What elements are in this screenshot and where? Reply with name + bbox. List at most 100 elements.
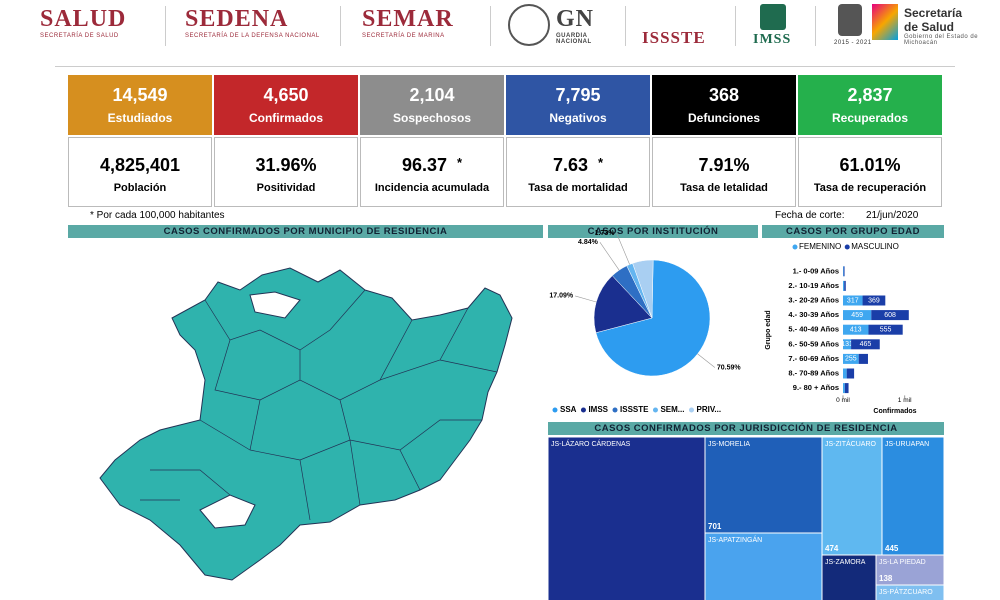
cell-value: 445 (885, 544, 899, 553)
data-label: 369 (868, 297, 880, 304)
header-rule (55, 66, 955, 67)
chart-area: 70.59% 17.09% 4.84% 1.73% SSA IMSS ISSSTE SEM..… (547, 230, 945, 600)
separator (490, 6, 491, 46)
bar-segment (843, 310, 872, 321)
bar-segment (846, 368, 855, 379)
logo: ISSSTE (642, 28, 706, 48)
kpi-value-row: 7.63 * (507, 155, 649, 176)
michoacan-emblem (872, 4, 898, 40)
cell-label: JS-LA PIEDAD (879, 559, 926, 566)
kpi-label: Tasa de mortalidad (528, 182, 628, 194)
legend-label: PRIV... (696, 405, 721, 414)
kpi-value: 96.37 (401, 155, 447, 175)
kpi-value-row: 61.01% (799, 155, 941, 176)
section-title: CASOS POR INSTITUCIÓN (548, 225, 758, 238)
kpi-value: 7.91% (698, 155, 750, 175)
logo: 2015 - 2021 (834, 40, 872, 46)
kpi-value: 7.63 (552, 155, 588, 175)
kpi-label: Sospechosos (392, 111, 472, 125)
imss-emblem (760, 4, 786, 30)
kpi-label: Positividad (256, 182, 316, 194)
data-label: 17.09% (549, 293, 574, 300)
kpi-label: Negativos (549, 111, 607, 125)
cell-label: JS-LÁZARO CÁRDENAS (551, 439, 631, 448)
cell-value: 138 (879, 574, 893, 583)
kpi-label: Incidencia acumulada (374, 182, 490, 194)
kpi-value-row: 7.91% (653, 155, 795, 176)
kpi-card: 4,825,401 Población (68, 137, 212, 207)
map (99, 267, 513, 581)
y-tick-label: 1.- 0-09 Años (793, 266, 839, 275)
kpi-card: 4,650 Confirmados (214, 75, 358, 135)
cell-label: JS-URUAPAN (885, 441, 929, 448)
treemap-cell (881, 436, 945, 556)
data-label: 70.59% (717, 364, 742, 371)
bar-segment (862, 295, 886, 306)
kpi-mark: * (597, 155, 604, 170)
state-emblem (838, 4, 862, 36)
kpi-value: 31.96% (255, 155, 317, 175)
legend-dot (792, 244, 798, 250)
separator (165, 6, 166, 46)
y-tick-label: 4.- 30-39 Años (788, 310, 839, 319)
legend-dot (580, 407, 586, 413)
pie-slice (595, 259, 711, 377)
section-title: CASOS CONFIRMADOS POR JURISDICCIÓN DE RE… (548, 422, 944, 435)
y-tick-label: 5.- 40-49 Años (788, 325, 839, 334)
legend-dot (612, 407, 618, 413)
kpi-value: 61.01% (839, 155, 901, 175)
legend-label: IMSS (588, 405, 608, 414)
kpi-label: Población (113, 182, 167, 194)
logo-sub: SECRETARÍA DE LA DEFENSA NACIONAL (185, 33, 320, 39)
leader-line (599, 242, 620, 271)
bar-segment (868, 324, 903, 335)
cell-value: 701 (708, 522, 722, 531)
kpi-value-row: 96.37 * (361, 155, 503, 176)
leader-line (697, 353, 716, 368)
cell-label: JS-APATZINGÁN (708, 535, 762, 544)
kpi-card: 7.63 * Tasa de mortalidad (506, 137, 650, 207)
logo: Secretaría de Salud Gobierno del Estado d… (904, 6, 994, 46)
logo-name: ISSSTE (642, 28, 706, 47)
logo-name: SEMAR (362, 6, 454, 32)
logo-sub: SECRETARÍA DE SALUD (40, 33, 119, 39)
x-axis-title: Confirmados (873, 408, 916, 415)
bar-segment (844, 280, 846, 291)
kpi-card: 2,837 Recuperados (798, 75, 942, 135)
logo-sub: GUARDIA NACIONAL (556, 33, 592, 45)
separator (735, 6, 736, 46)
legend-label: SSA (560, 405, 577, 414)
data-label: 608 (884, 312, 896, 319)
y-tick-label: 6.- 50-59 Años (788, 339, 839, 348)
data-label: 131 (841, 341, 853, 348)
bar-segment (843, 266, 845, 277)
bar-segment (843, 339, 852, 350)
legend-dot (552, 407, 558, 413)
bar-segment (843, 266, 844, 277)
logo-name: GN (556, 6, 594, 32)
map-borders (140, 289, 498, 521)
map-lake (199, 494, 256, 529)
kpi-mark: * (456, 155, 463, 170)
kpi-value: 4,650 (263, 85, 309, 105)
kpi-card: 368 Defunciones (652, 75, 796, 135)
kpi-value: 2,837 (847, 85, 893, 105)
data-label: 4.84% (578, 239, 599, 246)
logo-name: SALUD (40, 6, 127, 32)
data-label: 1.73% (595, 230, 616, 237)
legend-label: SEM... (660, 405, 684, 414)
data-label: 465 (860, 341, 872, 348)
cutoff-label: Fecha de corte: (775, 210, 845, 221)
data-label: 317 (847, 297, 859, 304)
cutoff-date: 21/jun/2020 (866, 210, 919, 221)
y-tick-label: 8.- 70-89 Años (788, 368, 839, 377)
logo-sub: Gobierno del Estado de Michoacán (904, 34, 979, 46)
logo: IMSS (753, 32, 791, 48)
treemap-cell (875, 584, 945, 600)
cell-value: 474 (825, 544, 839, 553)
kpi-value-row: 4,825,401 (69, 155, 211, 176)
kpi-label: Tasa de letalidad (680, 182, 768, 194)
logo-sub: SECRETARÍA DE MARINA (362, 33, 445, 39)
